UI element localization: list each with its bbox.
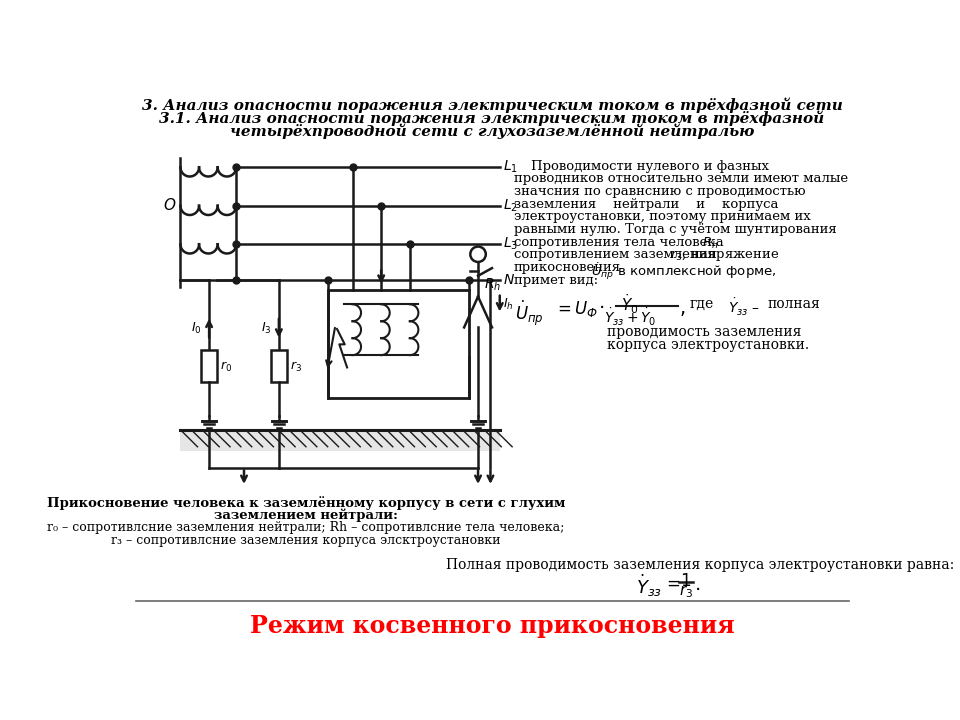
Text: четырёхпроводной сети с глухозаземлённой нейтралью: четырёхпроводной сети с глухозаземлённой… <box>229 123 755 139</box>
Text: $I_3$: $I_3$ <box>261 320 272 336</box>
Text: $\dot{U}_{пр}$: $\dot{U}_{пр}$ <box>516 299 544 328</box>
Text: Прикосновение человека к заземлённому корпусу в сети с глухим: Прикосновение человека к заземлённому ко… <box>47 496 565 510</box>
Bar <box>202 350 217 382</box>
Text: значсния по сравнснию с проводимостью: значсния по сравнснию с проводимостью <box>514 185 805 198</box>
Text: равными нулю. Тогда с учётом шунтирования: равными нулю. Тогда с учётом шунтировани… <box>514 223 836 236</box>
Text: $L_1$: $L_1$ <box>503 159 517 176</box>
Text: $\dot{Y}_{зз}$ –: $\dot{Y}_{зз}$ – <box>729 297 760 318</box>
Text: Полная проводимость заземления корпуса электроустановки равна:: Полная проводимость заземления корпуса э… <box>445 557 953 572</box>
Text: полная: полная <box>767 297 820 310</box>
Text: $\dot{Y}_{зз}$: $\dot{Y}_{зз}$ <box>636 573 662 599</box>
Text: O: O <box>163 198 176 213</box>
Text: r₀ – сопротивлсние заземления нейтрали; Rh – сопротивлсние тела человека;: r₀ – сопротивлсние заземления нейтрали; … <box>47 521 564 534</box>
Bar <box>271 350 287 382</box>
Text: .: . <box>695 575 702 593</box>
Bar <box>327 290 468 398</box>
Text: $r_3$, напряжение: $r_3$, напряжение <box>665 248 780 264</box>
Text: сопротивления тела человека: сопротивления тела человека <box>514 235 724 249</box>
Text: где: где <box>689 297 714 310</box>
Text: сопротивлением заземления: сопротивлением заземления <box>514 248 715 261</box>
Text: r₃ – сопротивлсние заземления корпуса элсктроустановки: r₃ – сопротивлсние заземления корпуса эл… <box>111 534 501 546</box>
Text: Проводимости нулевого и фазных: Проводимости нулевого и фазных <box>514 160 769 173</box>
Text: $R_h$: $R_h$ <box>693 235 718 251</box>
Text: $= U_{Ф}$: $= U_{Ф}$ <box>554 299 598 319</box>
Text: $L_3$: $L_3$ <box>503 236 518 253</box>
Text: заземлением нейтрали:: заземлением нейтрали: <box>214 508 398 522</box>
Text: прикосновения: прикосновения <box>514 261 621 274</box>
Text: $R_h$: $R_h$ <box>484 277 501 293</box>
Bar <box>180 430 500 451</box>
Text: проводимость заземления: проводимость заземления <box>607 325 801 339</box>
Text: $\dot{U}_{пр}$ в комплексной форме,: $\dot{U}_{пр}$ в комплексной форме, <box>591 261 777 282</box>
Text: корпуса электроустановки.: корпуса электроустановки. <box>607 338 809 352</box>
Text: 1: 1 <box>681 572 691 590</box>
Text: =: = <box>666 575 681 593</box>
Text: электроустановки, поэтому принимаем их: электроустановки, поэтому принимаем их <box>514 210 810 223</box>
Text: $r_3$: $r_3$ <box>290 361 301 374</box>
Text: примет вид:: примет вид: <box>514 274 598 287</box>
Text: Режим косвенного прикосновения: Режим косвенного прикосновения <box>250 614 734 638</box>
Text: $\dot{Y}_0$: $\dot{Y}_0$ <box>621 293 638 316</box>
Text: 3.1. Анализ опасности поражения электрическим током в трёхфазной: 3.1. Анализ опасности поражения электрич… <box>159 110 825 126</box>
Text: $L_2$: $L_2$ <box>503 197 517 214</box>
Text: ·: · <box>599 299 605 318</box>
Text: $N$: $N$ <box>503 274 515 287</box>
Text: $\dot{Y}_{зз} + \dot{Y}_0$: $\dot{Y}_{зз} + \dot{Y}_0$ <box>604 307 657 328</box>
Text: проводников относительно земли имеют малые: проводников относительно земли имеют мал… <box>514 172 848 185</box>
Text: заземления    нейтрали    и    корпуса: заземления нейтрали и корпуса <box>514 198 779 211</box>
Text: $r_3$: $r_3$ <box>679 583 693 600</box>
Text: $r_0$: $r_0$ <box>220 361 232 374</box>
Text: $I_0$: $I_0$ <box>191 320 202 336</box>
Text: $I_h$: $I_h$ <box>503 297 514 312</box>
Text: ,: , <box>680 299 685 318</box>
Text: 3. Анализ опасности поражения электрическим током в трёхфазной сети: 3. Анализ опасности поражения электричес… <box>141 97 843 112</box>
